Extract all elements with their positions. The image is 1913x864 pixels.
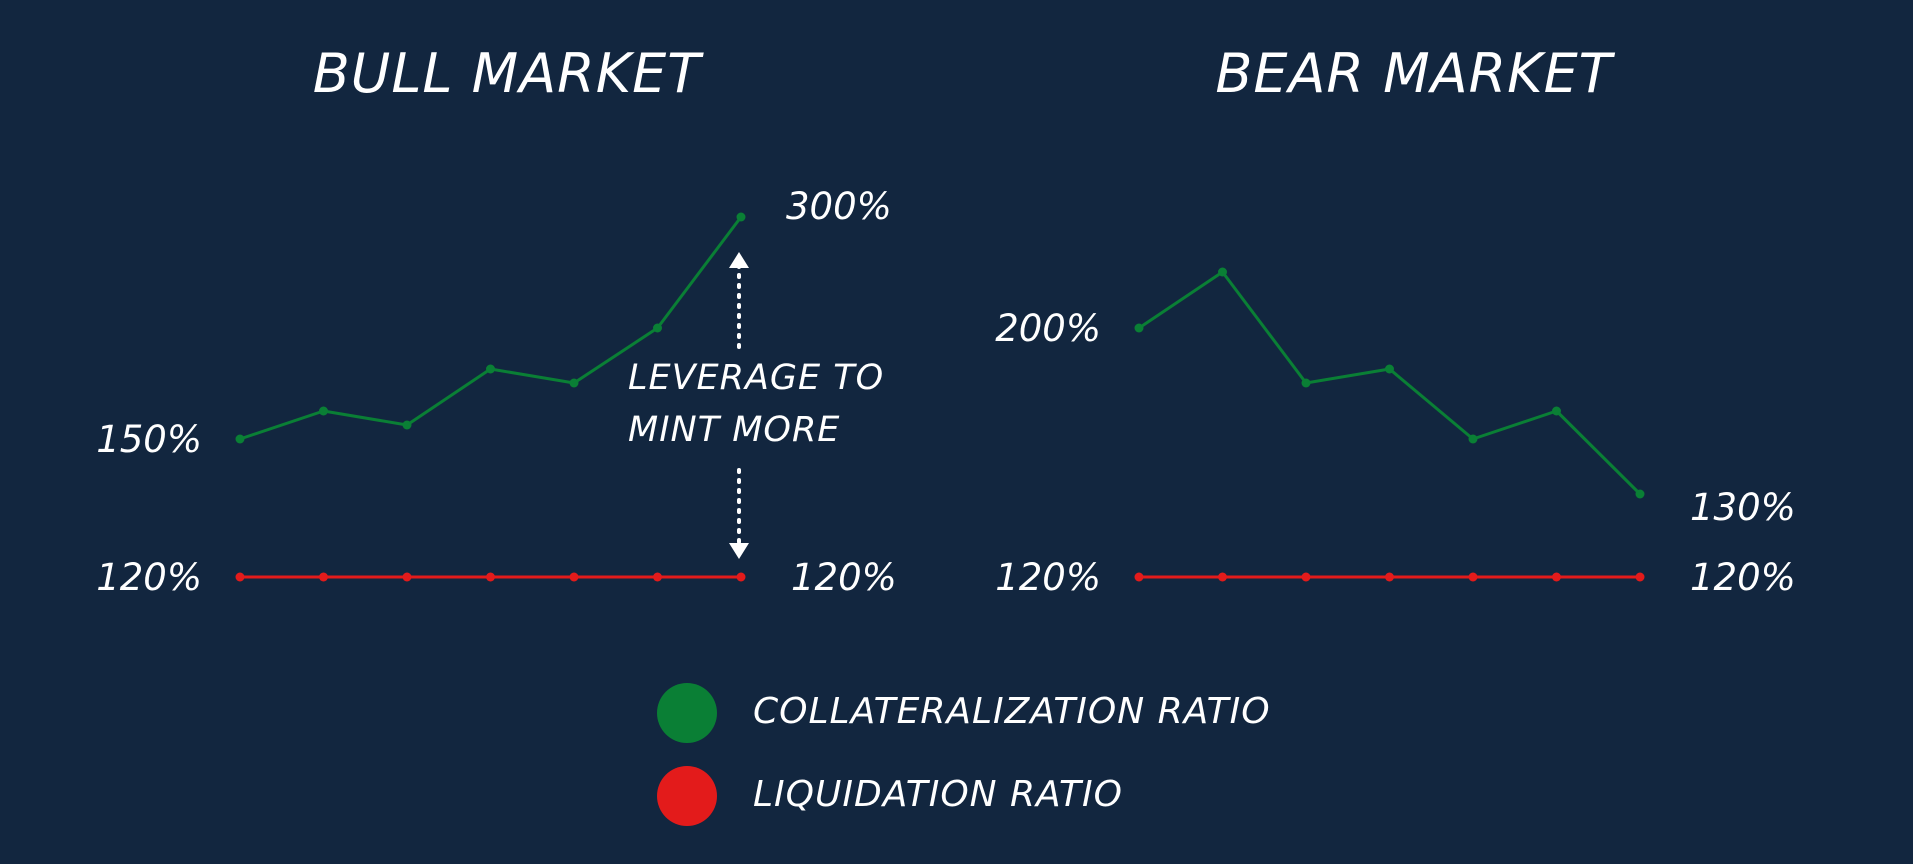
bear-liquidation-point-2 <box>1218 572 1227 582</box>
bull-liquidation-start-label: 120% <box>96 556 202 599</box>
bear-liquidation-point-5 <box>1468 572 1478 582</box>
bear-collateral-point-2 <box>1218 267 1227 277</box>
bull-liquidation-point-2 <box>319 572 328 582</box>
leverage-annotation: LEVERAGE TO MINT MORE <box>628 352 884 456</box>
bear-liquidation-end-label: 120% <box>1690 556 1796 599</box>
legend-label-collateralization: COLLATERALIZATION RATIO <box>753 691 1271 732</box>
bear-collateral-point-1 <box>1134 323 1144 333</box>
bear-collateral-point-7 <box>1635 489 1645 499</box>
bull-liquidation-end-label: 120% <box>791 556 897 599</box>
legend-swatch-liquidation <box>657 766 717 826</box>
bull-collateral-point-2 <box>319 406 328 416</box>
arrow-down-icon <box>729 543 749 559</box>
bear-liquidation-point-6 <box>1552 572 1561 582</box>
bull-liquidation-point-5 <box>569 572 579 582</box>
leverage-annotation-line2: MINT MORE <box>628 410 841 450</box>
bear-liquidation-point-4 <box>1385 572 1394 582</box>
bear-collateral-start-label: 200% <box>995 307 1101 350</box>
bear-liquidation-start-label: 120% <box>995 556 1101 599</box>
bear-liquidation-point-1 <box>1134 572 1144 582</box>
bear-collateral-point-6 <box>1552 406 1561 416</box>
bull-collateral-point-1 <box>235 434 245 444</box>
bear-liquidation-point-7 <box>1635 572 1645 582</box>
legend-label-liquidation: LIQUIDATION RATIO <box>753 774 1123 815</box>
bull-collateral-start-label: 150% <box>96 418 202 461</box>
arrow-up-icon <box>729 252 749 268</box>
bear-collateral-point-4 <box>1385 364 1394 374</box>
leverage-annotation-line1: LEVERAGE TO <box>628 358 885 398</box>
bull-liquidation-point-6 <box>653 572 662 582</box>
legend-item-liquidation: LIQUIDATION RATIO <box>657 766 1357 826</box>
bull-liquidation-point-7 <box>736 572 746 582</box>
bear-collateral-point-5 <box>1468 434 1478 444</box>
bear-collateral-end-label: 130% <box>1690 486 1796 529</box>
legend-swatch-collateralization <box>657 683 717 743</box>
bull-collateral-point-3 <box>402 420 412 430</box>
bear-liquidation-point-3 <box>1301 572 1311 582</box>
bull-collateral-point-6 <box>653 323 662 333</box>
legend-item-collateralization: COLLATERALIZATION RATIO <box>657 683 1357 743</box>
bull-liquidation-point-1 <box>235 572 245 582</box>
bull-liquidation-point-3 <box>402 572 412 582</box>
bear-collateral-line <box>1138 270 1642 496</box>
bull-collateral-point-4 <box>486 364 495 374</box>
bull-liquidation-point-4 <box>486 572 495 582</box>
bull-collateral-point-7 <box>736 212 746 222</box>
bull-market-title: BULL MARKET <box>312 42 702 105</box>
bull-collateral-point-5 <box>569 378 579 388</box>
bear-collateral-point-3 <box>1301 378 1311 388</box>
bear-market-title: BEAR MARKET <box>1215 42 1613 105</box>
bull-collateral-end-label: 300% <box>786 185 892 228</box>
